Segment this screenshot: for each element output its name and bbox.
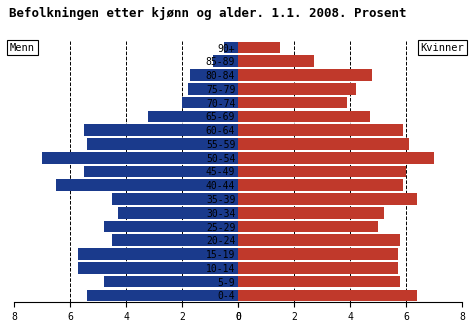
Bar <box>238 234 401 246</box>
Bar <box>87 290 238 301</box>
Bar <box>112 234 238 246</box>
Text: Kvinner: Kvinner <box>421 43 464 53</box>
Bar <box>238 221 378 232</box>
Bar <box>104 221 238 232</box>
Bar <box>238 290 417 301</box>
Bar <box>238 165 406 177</box>
Bar <box>213 56 238 67</box>
Bar <box>182 97 238 109</box>
Bar <box>78 248 238 260</box>
Bar <box>56 179 238 191</box>
Bar <box>238 111 370 122</box>
Bar <box>188 83 238 95</box>
Bar <box>238 262 398 274</box>
Bar <box>87 138 238 150</box>
Bar <box>84 124 238 136</box>
Bar <box>84 165 238 177</box>
Bar <box>118 207 238 219</box>
Bar <box>238 207 384 219</box>
Bar <box>224 42 238 53</box>
Text: Befolkningen etter kjønn og alder. 1.1. 2008. Prosent: Befolkningen etter kjønn og alder. 1.1. … <box>9 6 407 20</box>
Bar <box>148 111 238 122</box>
Bar <box>78 262 238 274</box>
Bar <box>42 152 238 163</box>
Bar <box>238 193 417 205</box>
Bar <box>238 56 314 67</box>
Bar <box>238 138 409 150</box>
Bar <box>238 124 403 136</box>
Bar <box>238 248 398 260</box>
Bar <box>190 69 238 81</box>
Bar <box>238 152 434 163</box>
Bar <box>238 69 372 81</box>
Bar <box>238 97 347 109</box>
Bar <box>238 276 401 287</box>
Bar <box>238 179 403 191</box>
Text: Menn: Menn <box>10 43 35 53</box>
Bar <box>112 193 238 205</box>
Bar <box>238 42 280 53</box>
Bar <box>238 83 356 95</box>
Bar <box>104 276 238 287</box>
